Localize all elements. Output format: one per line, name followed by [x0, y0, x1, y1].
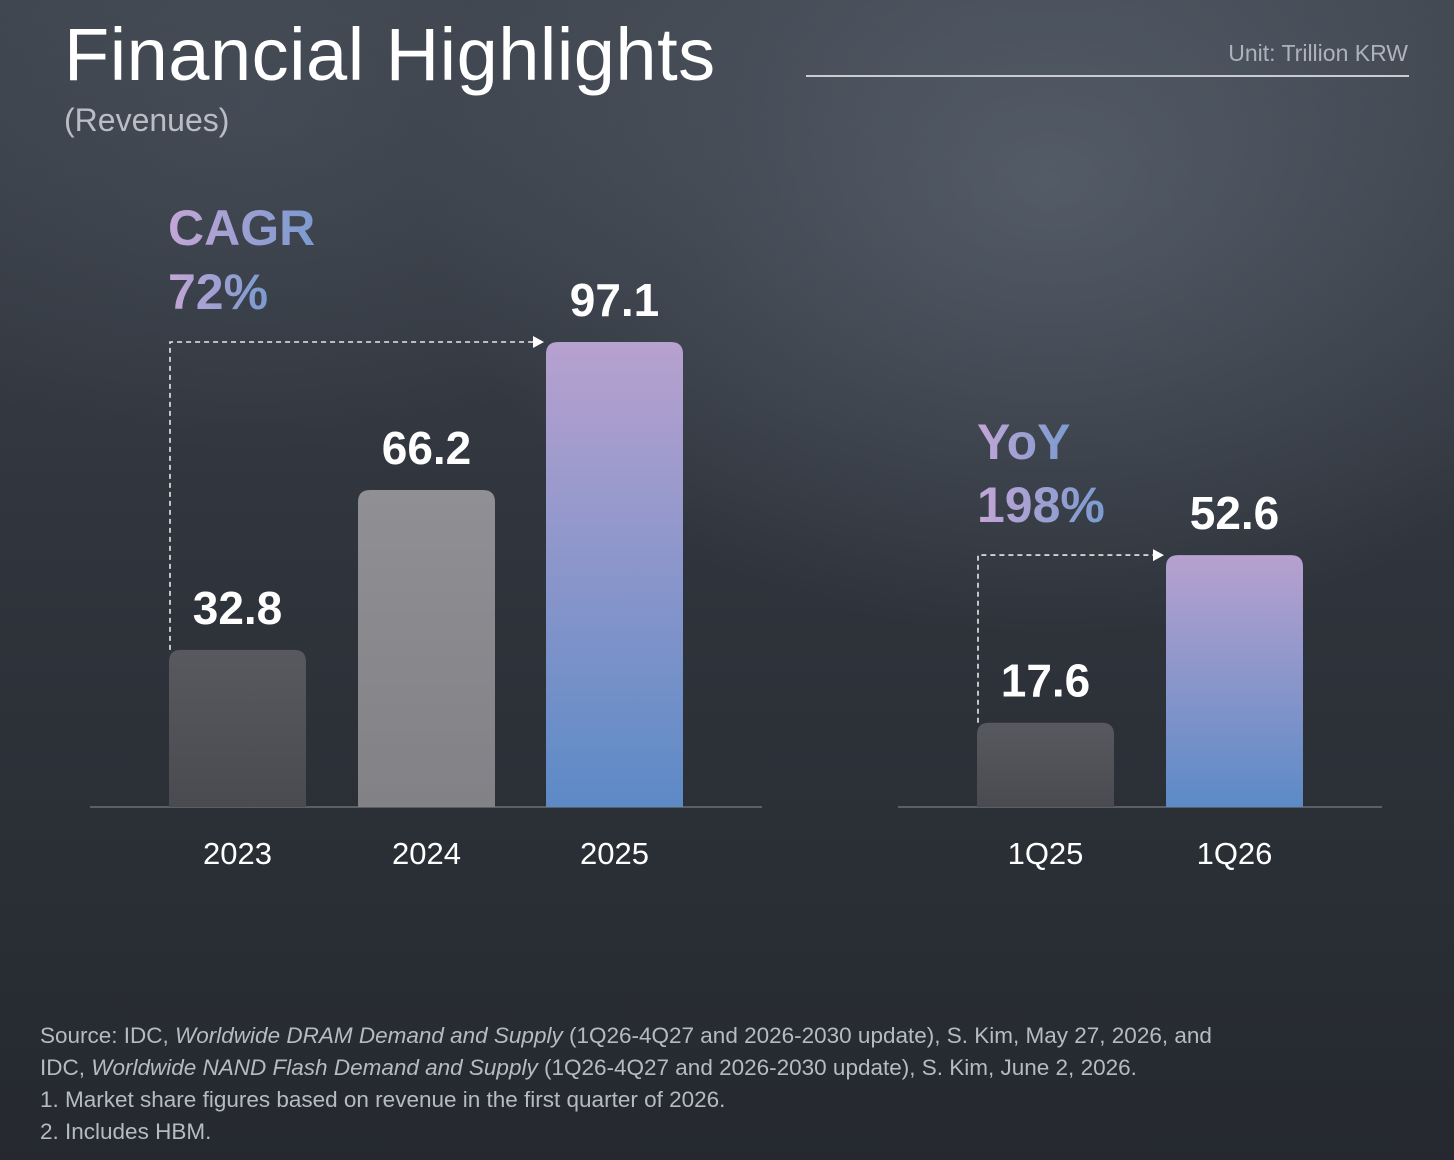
value-label-2024: 66.2	[382, 422, 472, 474]
tick-label-1q25: 1Q25	[1008, 836, 1084, 871]
tick-label-2023: 2023	[203, 836, 272, 871]
growth-arrow-line	[977, 554, 1156, 723]
tick-label-2025: 2025	[580, 836, 649, 871]
cagr-value: 72%	[168, 260, 268, 324]
value-label-2023: 32.8	[193, 582, 283, 634]
footnote-2: 2. Includes HBM.	[40, 1119, 212, 1144]
bar-1q25	[977, 722, 1114, 807]
source-title-dram: Worldwide DRAM Demand and Supply	[175, 1023, 563, 1048]
annual-revenue-chart: 32.8 2023 66.2 2024 97.1 2025	[90, 274, 762, 871]
bar-2024	[358, 489, 495, 807]
value-label-1q25: 17.6	[1001, 655, 1091, 707]
value-label-1q26: 52.6	[1190, 487, 1280, 539]
tick-label-1q26: 1Q26	[1197, 836, 1273, 871]
bar-2023	[169, 649, 306, 807]
source-title-nand: Worldwide NAND Flash Demand and Supply	[91, 1055, 538, 1080]
quarterly-revenue-chart: 17.6 1Q25 52.6 1Q26	[898, 487, 1382, 871]
footnotes: Source: IDC, Worldwide DRAM Demand and S…	[40, 1020, 1420, 1148]
tick-label-2024: 2024	[392, 836, 461, 871]
page-subtitle: (Revenues)	[64, 102, 230, 138]
bar-1q26	[1166, 555, 1303, 807]
yoy-label: YoY	[977, 410, 1071, 474]
footnote-source-2: IDC, Worldwide NAND Flash Demand and Sup…	[40, 1055, 1137, 1080]
page-title: Financial Highlights	[64, 13, 716, 96]
growth-arrow-line	[169, 341, 536, 650]
footnote-source-1: Source: IDC, Worldwide DRAM Demand and S…	[40, 1023, 1212, 1048]
footnote-1: 1. Market share figures based on revenue…	[40, 1087, 726, 1112]
unit-label: Unit: Trillion KRW	[1228, 40, 1408, 66]
cagr-label: CAGR	[168, 196, 315, 260]
growth-arrow-head	[533, 336, 544, 348]
yoy-value: 198%	[977, 473, 1105, 537]
value-label-2025: 97.1	[570, 274, 660, 326]
growth-arrow-head	[1153, 549, 1164, 562]
bar-2025	[546, 342, 683, 807]
unit-divider	[806, 75, 1409, 77]
